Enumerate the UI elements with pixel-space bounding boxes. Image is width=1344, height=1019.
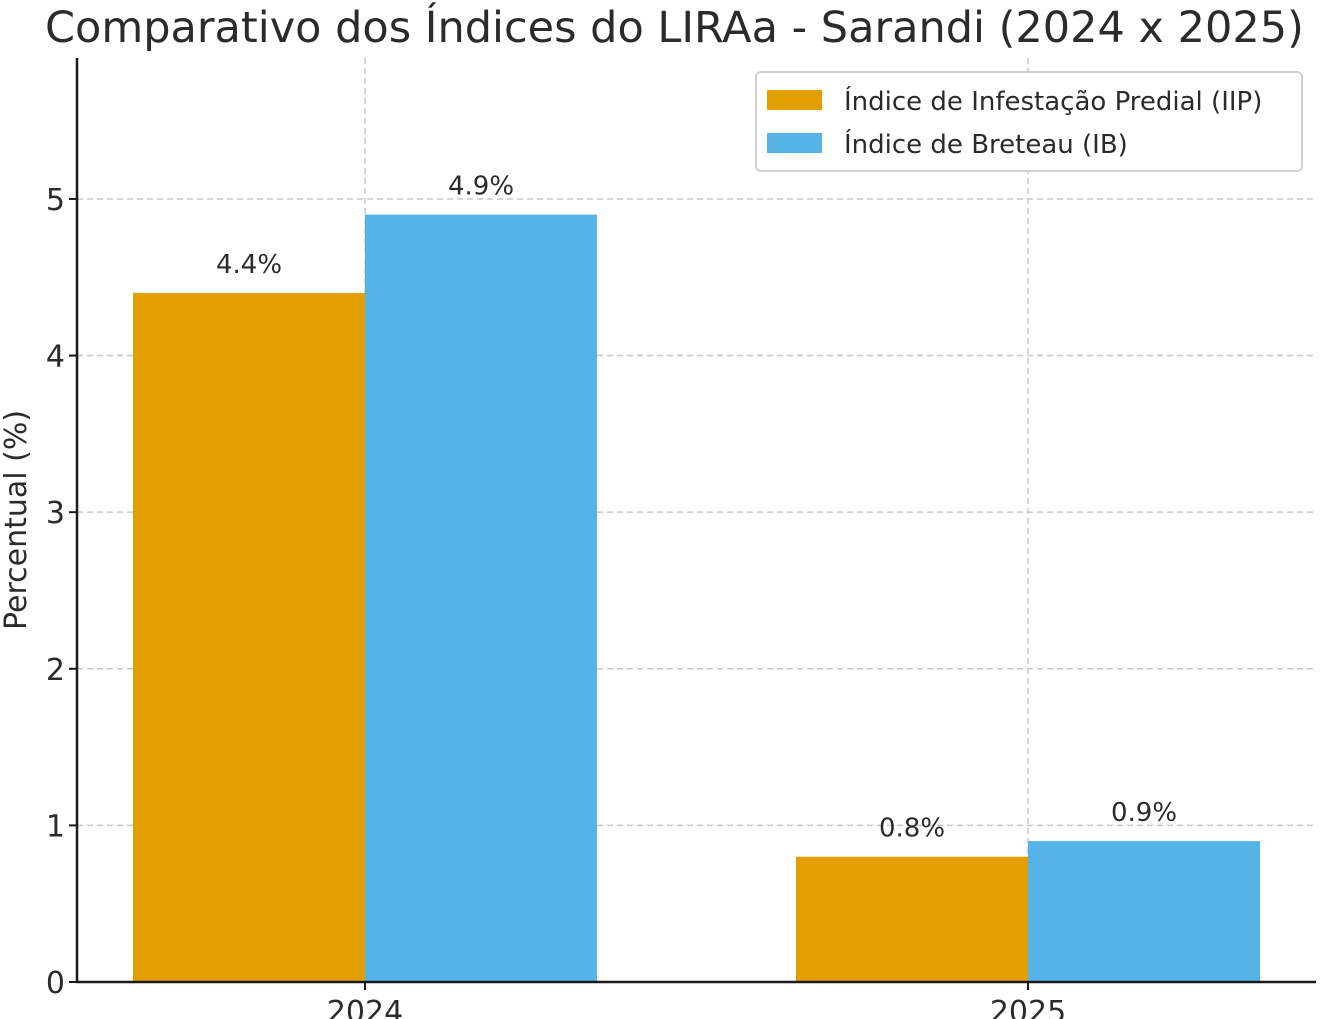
y-tick-label: 4: [46, 340, 65, 375]
y-tick-label: 0: [46, 966, 65, 1001]
bar-iip-2024: [133, 292, 365, 982]
legend-label-iip: Índice de Infestação Predial (IIP): [844, 85, 1262, 117]
data-label-ib-2025: 0.9%: [1111, 798, 1177, 828]
legend: Índice de Infestação Predial (IIP) Índic…: [755, 71, 1303, 172]
y-tick-label: 3: [46, 496, 65, 531]
data-label-iip-2024: 4.4%: [216, 250, 282, 280]
bar-ib-2024: [365, 214, 597, 982]
data-labels: 4.4% 0.8% 4.9% 0.9%: [216, 172, 1177, 844]
y-tick-label: 5: [46, 183, 65, 218]
bar-ib-2025: [1028, 841, 1260, 982]
y-tick-label: 1: [46, 809, 65, 844]
bars: [133, 214, 1260, 982]
legend-swatch-ib: [767, 133, 822, 153]
chart-title: Comparativo dos Índices do LIRAa - Saran…: [45, 2, 1304, 53]
legend-label-ib: Índice de Breteau (IB): [844, 128, 1128, 160]
x-tick-label: 2025: [990, 995, 1066, 1019]
x-tick-label: 2024: [327, 995, 403, 1019]
y-axis-label: Percentual (%): [0, 410, 34, 630]
legend-frame: [755, 71, 1303, 172]
data-label-iip-2025: 0.8%: [879, 814, 945, 844]
x-ticks: 2024 2025: [327, 982, 1066, 1019]
legend-swatch-iip: [767, 90, 822, 110]
y-tick-label: 2: [46, 653, 65, 688]
y-ticks: 0 1 2 3 4 5: [46, 183, 77, 1001]
data-label-ib-2024: 4.9%: [448, 172, 514, 202]
bar-iip-2025: [796, 856, 1028, 982]
